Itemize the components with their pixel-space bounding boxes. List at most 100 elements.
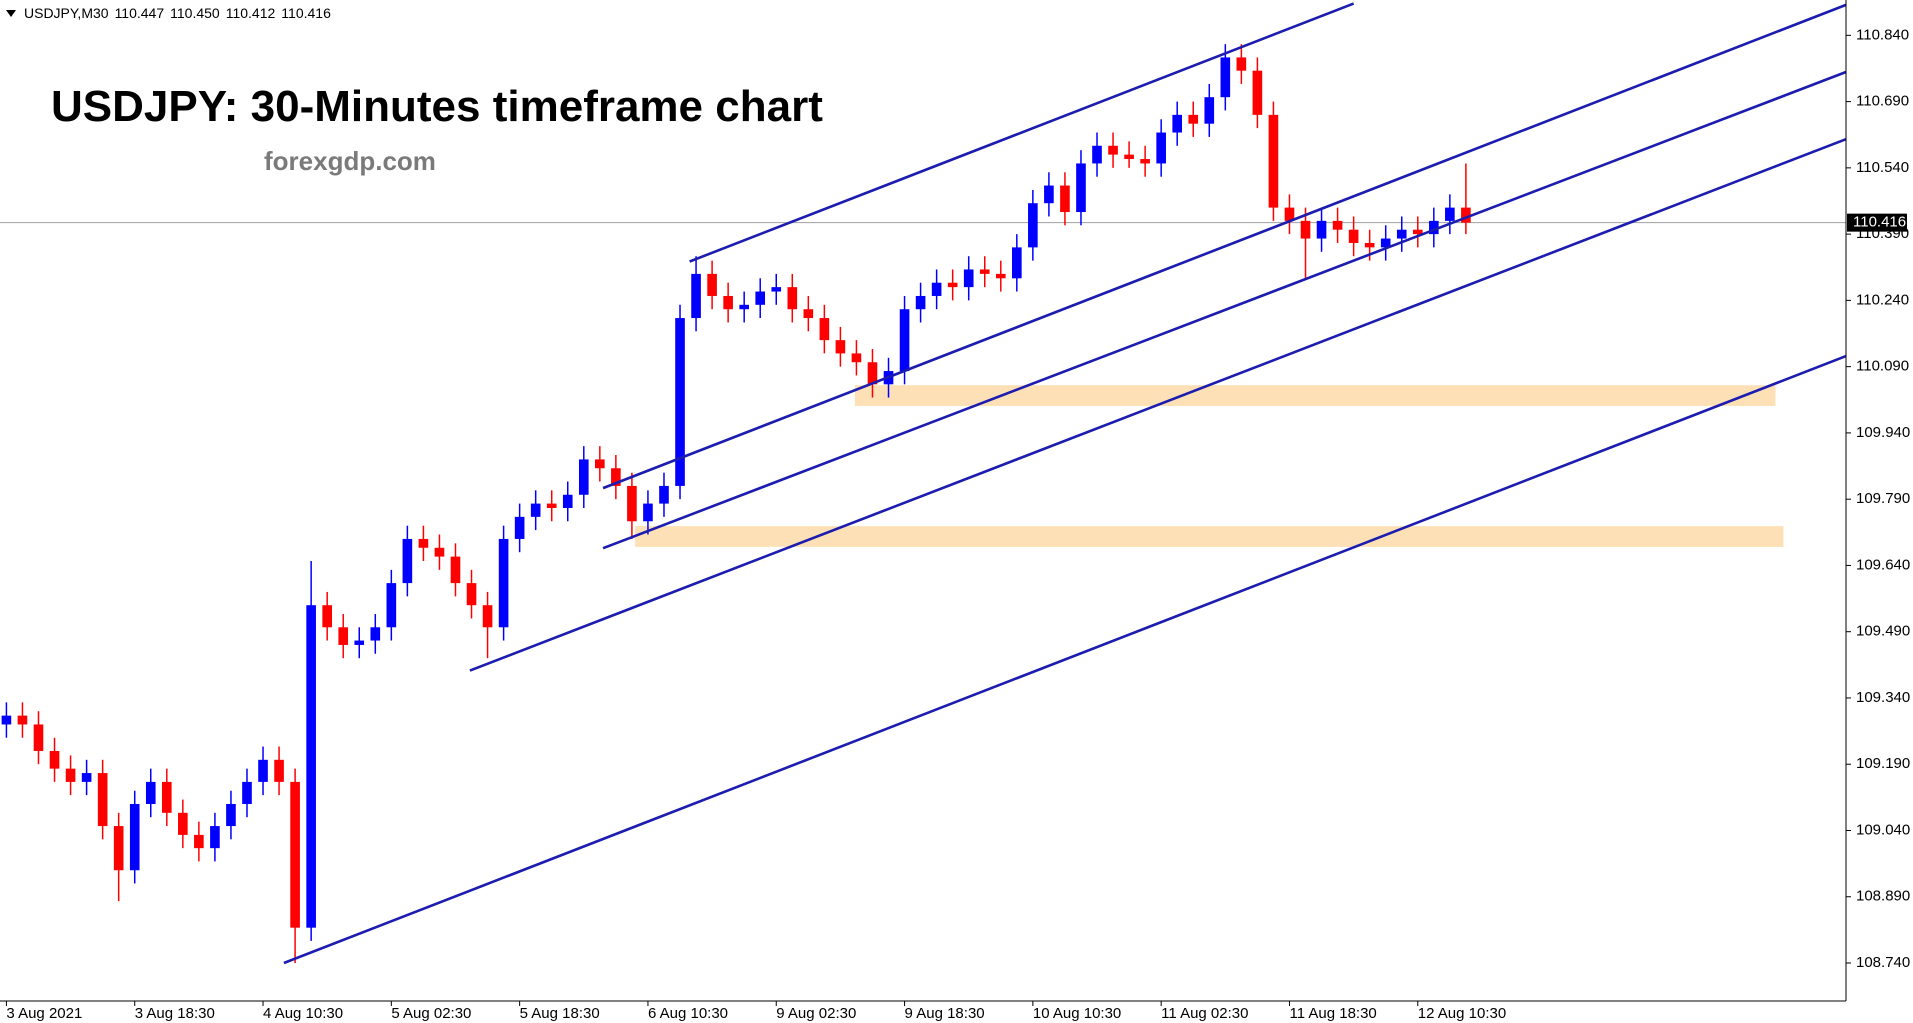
candle-body [1348,229,1359,243]
candle-body [562,494,573,509]
candle-body [1412,229,1423,235]
candle-body [979,269,990,274]
candle-body [659,485,669,504]
candle-body [226,803,236,827]
candle-body [1092,145,1102,164]
candle-body [194,834,204,849]
x-tick-label: 9 Aug 18:30 [905,1005,985,1022]
candle-body [1220,57,1231,98]
trendline [469,137,1847,672]
symbol: USDJPY,M30 [24,5,109,21]
candle-body [931,282,942,296]
y-tick-label: 109.190 [1856,755,1910,772]
candle-body [739,304,749,310]
candle-body [627,485,637,522]
candle-body [161,781,172,813]
x-tick-label: 12 Aug 10:30 [1418,1005,1506,1022]
candle-body [1028,203,1038,248]
candle-body [338,627,349,645]
quote: 110.450 [170,5,220,21]
candle-body [675,318,685,486]
candle-body [1044,185,1054,204]
candle-body [611,468,621,486]
candle-body [274,759,284,782]
candle-body [755,291,766,305]
candle-body [450,556,461,584]
candle-body [1268,114,1279,208]
candle-body [851,353,862,363]
y-tick-label: 108.890 [1856,888,1910,905]
candle-body [145,781,156,804]
candle-body [1396,229,1407,239]
y-tick-label: 109.040 [1856,821,1910,838]
header: USDJPY,M30 110.447 110.450 110.412 110.4… [6,5,331,21]
candle-body [129,803,140,871]
candle-body [643,503,653,522]
candle-body [386,583,397,628]
candle-body [995,273,1006,279]
candle-body [1188,114,1199,124]
candle-body [1445,207,1455,221]
x-tick-label: 11 Aug 02:30 [1161,1005,1248,1022]
y-tick-label: 110.690 [1856,93,1909,110]
support-zone [635,526,1784,547]
candle-body [81,773,92,782]
y-tick-label: 109.940 [1856,424,1910,441]
x-tick-label: 3 Aug 2021 [6,1005,82,1022]
candle-body [322,605,332,628]
candle-body [514,516,525,539]
candle-body [771,287,782,292]
y-tick-label: 109.640 [1856,556,1910,573]
candle-body [1236,57,1247,71]
candle-body [466,583,477,606]
candle-body [819,318,830,341]
candle-body [402,538,413,584]
candle-body [498,538,509,628]
candle-body [867,362,878,385]
candle-body [178,812,188,835]
y-tick-label: 110.840 [1856,26,1909,43]
candle-body [1012,247,1022,279]
quote: 110.416 [281,5,331,21]
candle-body [1364,242,1375,248]
candle-body [210,826,220,849]
y-tick-label: 109.790 [1856,490,1910,507]
candle-body [1060,185,1070,213]
candle-body [97,773,108,827]
x-tick-label: 9 Aug 02:30 [776,1005,856,1022]
candle-body [418,538,429,548]
support-zone [854,385,1776,406]
candle-body [707,273,717,296]
candle-body [1,715,12,725]
price-tag [1847,213,1907,232]
trendline [602,70,1847,550]
candle-body [595,459,605,469]
candle-body [290,781,300,928]
candle-body [1204,97,1215,124]
x-tick-label: 3 Aug 18:30 [135,1005,215,1022]
candle-body [113,826,124,871]
trendline [602,3,1847,490]
y-tick-label: 108.740 [1856,954,1910,971]
candle-body [835,340,846,354]
candle-body [1172,114,1183,133]
candle-body [49,750,60,769]
candle-body [1076,163,1086,213]
candle-body [1429,220,1439,235]
candle-body [1316,220,1327,239]
x-tick-label: 10 Aug 10:30 [1033,1005,1121,1022]
x-tick-label: 6 Aug 10:30 [648,1005,728,1022]
candle-body [354,640,365,645]
candle-body [1156,132,1166,164]
y-tick-label: 109.490 [1856,623,1910,640]
price-tag-label: 110.416 [1853,214,1906,231]
chart-title: USDJPY: 30-Minutes timeframe chart [51,82,823,131]
trendline [689,2,1355,263]
candle-body [947,282,958,288]
menu-arrow[interactable] [6,9,16,17]
candle-body [1461,207,1471,223]
y-tick-label: 109.340 [1856,689,1910,706]
quote: 110.412 [225,5,276,21]
